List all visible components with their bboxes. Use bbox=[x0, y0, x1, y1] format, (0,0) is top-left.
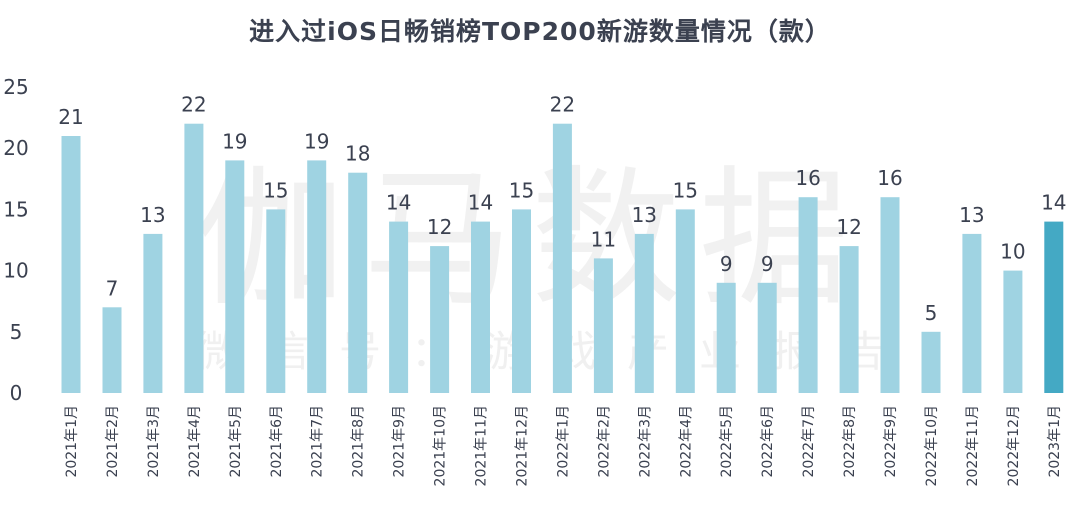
bar bbox=[266, 209, 286, 393]
y-tick-label: 25 bbox=[3, 75, 28, 99]
data-label: 15 bbox=[263, 178, 288, 202]
bar bbox=[1044, 221, 1064, 393]
bar bbox=[593, 258, 613, 393]
bar bbox=[921, 331, 941, 393]
bar bbox=[839, 246, 859, 393]
data-label: 16 bbox=[877, 166, 902, 190]
data-label: 19 bbox=[222, 129, 247, 153]
data-label: 13 bbox=[140, 203, 165, 227]
bar bbox=[798, 197, 818, 393]
bar bbox=[512, 209, 531, 393]
value-labels: 21 7 13 22 19 15 19 18 14 12 14 15 22 11 13 15 9 9 16 12 16 5… bbox=[58, 93, 1066, 325]
x-tick-label: 2021年7月 bbox=[310, 405, 326, 478]
x-axis-ticks: 2021年1月 2021年2月 2021年3月 2021年4月 2021年5月 2021年… bbox=[64, 405, 1063, 486]
y-tick-label: 20 bbox=[3, 136, 28, 160]
bar bbox=[348, 172, 368, 393]
bar bbox=[143, 233, 163, 393]
data-label: 14 bbox=[468, 191, 493, 215]
data-label: 9 bbox=[720, 252, 733, 276]
y-tick-label: 15 bbox=[3, 197, 28, 221]
data-label: 18 bbox=[345, 142, 370, 166]
bar bbox=[962, 233, 982, 393]
x-tick-label: 2021年8月 bbox=[351, 405, 367, 478]
bar bbox=[184, 123, 204, 393]
bar bbox=[1003, 270, 1023, 393]
x-tick-label: 2021年3月 bbox=[146, 405, 162, 478]
bar bbox=[430, 246, 450, 393]
y-tick-label: 10 bbox=[3, 259, 28, 283]
bar bbox=[471, 221, 490, 393]
x-tick-label: 2021年11月 bbox=[474, 405, 490, 486]
x-tick-label: 2022年7月 bbox=[801, 405, 817, 478]
x-tick-label: 2022年6月 bbox=[760, 405, 776, 478]
data-label: 14 bbox=[386, 191, 411, 215]
bar bbox=[634, 233, 654, 393]
x-tick-label: 2022年12月 bbox=[1006, 405, 1022, 486]
bar bbox=[880, 197, 900, 393]
x-tick-label: 2022年1月 bbox=[555, 405, 571, 478]
chart-title: 进入过iOS日畅销榜TOP200新游数量情况（款） bbox=[249, 17, 831, 46]
data-label: 15 bbox=[509, 178, 534, 202]
data-label: 21 bbox=[58, 105, 83, 129]
data-label: 5 bbox=[925, 301, 938, 325]
data-label: 7 bbox=[106, 276, 119, 300]
data-label: 22 bbox=[181, 93, 206, 117]
bar bbox=[675, 209, 695, 393]
x-tick-label: 2021年10月 bbox=[433, 405, 449, 486]
x-tick-label: 2021年2月 bbox=[105, 405, 121, 478]
x-tick-label: 2022年11月 bbox=[965, 405, 981, 486]
data-label: 13 bbox=[632, 203, 657, 227]
x-tick-label: 2022年3月 bbox=[637, 405, 653, 478]
y-tick-label: 0 bbox=[10, 381, 23, 405]
x-tick-label: 2021年5月 bbox=[228, 405, 244, 478]
bar bbox=[102, 307, 122, 393]
x-tick-label: 2021年1月 bbox=[64, 405, 80, 478]
data-label: 10 bbox=[1000, 240, 1025, 264]
x-tick-label: 2023年1月 bbox=[1047, 405, 1063, 478]
x-tick-label: 2022年5月 bbox=[719, 405, 735, 478]
data-label: 11 bbox=[591, 227, 616, 251]
bar bbox=[61, 136, 81, 393]
bar bbox=[757, 282, 777, 393]
data-label: 9 bbox=[761, 252, 774, 276]
data-label: 22 bbox=[550, 93, 575, 117]
data-label: 16 bbox=[795, 166, 820, 190]
data-label: 13 bbox=[959, 203, 984, 227]
y-axis-ticks: 0 5 10 15 20 25 bbox=[3, 75, 28, 405]
bar bbox=[552, 123, 572, 393]
x-tick-label: 2022年2月 bbox=[596, 405, 612, 478]
x-tick-label: 2021年12月 bbox=[515, 405, 531, 486]
x-tick-label: 2022年10月 bbox=[924, 405, 940, 486]
x-tick-label: 2021年4月 bbox=[187, 405, 203, 478]
x-tick-label: 2022年9月 bbox=[883, 405, 899, 478]
bar bbox=[389, 221, 409, 393]
data-label: 19 bbox=[304, 129, 329, 153]
data-label: 12 bbox=[427, 215, 452, 239]
data-label: 15 bbox=[673, 178, 698, 202]
bars bbox=[61, 123, 1064, 393]
bar bbox=[225, 160, 245, 393]
y-tick-label: 5 bbox=[10, 320, 23, 344]
data-label: 14 bbox=[1041, 191, 1066, 215]
x-tick-label: 2022年4月 bbox=[678, 405, 694, 478]
x-tick-label: 2021年9月 bbox=[392, 405, 408, 478]
data-label: 12 bbox=[836, 215, 861, 239]
x-tick-label: 2022年8月 bbox=[842, 405, 858, 478]
bar bbox=[307, 160, 327, 393]
x-tick-label: 2021年6月 bbox=[269, 405, 285, 478]
bar bbox=[716, 282, 736, 393]
